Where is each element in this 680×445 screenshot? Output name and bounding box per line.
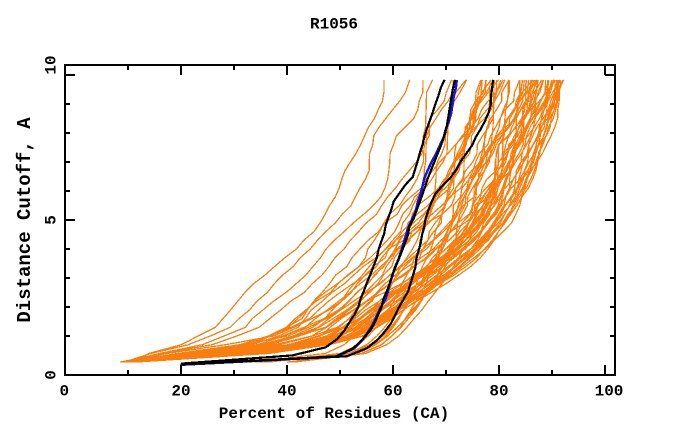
svg-text:40: 40	[277, 383, 296, 401]
svg-text:80: 80	[489, 383, 508, 401]
svg-text:10: 10	[43, 55, 61, 74]
svg-text:0: 0	[59, 383, 69, 401]
svg-text:0: 0	[43, 370, 61, 380]
svg-text:5: 5	[43, 215, 61, 225]
svg-text:R1056: R1056	[310, 16, 358, 34]
svg-text:100: 100	[595, 383, 624, 401]
svg-text:Percent of Residues (CA): Percent of Residues (CA)	[219, 405, 449, 423]
svg-text:Distance Cutoff, A: Distance Cutoff, A	[14, 117, 36, 323]
svg-text:20: 20	[171, 383, 190, 401]
svg-text:60: 60	[383, 383, 402, 401]
